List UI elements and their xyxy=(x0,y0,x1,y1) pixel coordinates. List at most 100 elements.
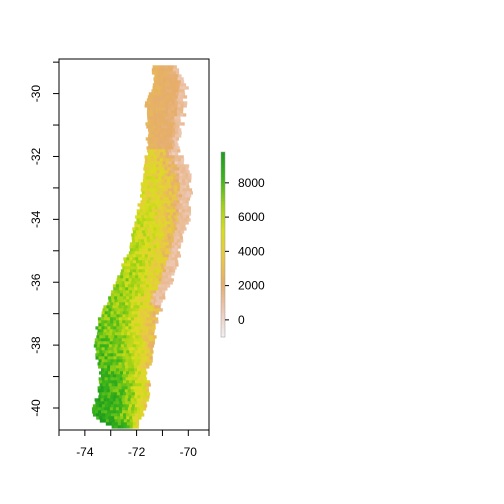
raster-cell xyxy=(132,299,136,303)
raster-cell xyxy=(129,254,133,258)
raster-cell xyxy=(178,209,182,213)
raster-cell xyxy=(126,296,130,300)
raster-cell xyxy=(159,227,163,231)
raster-cell xyxy=(99,371,103,375)
raster-cell xyxy=(150,296,154,300)
raster-cell xyxy=(111,371,115,375)
raster-cell xyxy=(138,350,142,354)
raster-cell xyxy=(146,302,150,306)
raster-cell xyxy=(125,326,129,330)
raster-cell xyxy=(175,260,179,264)
raster-cell xyxy=(180,80,185,84)
raster-cell xyxy=(168,248,173,252)
raster-cell xyxy=(121,263,125,267)
raster-cell xyxy=(165,245,169,249)
raster-cell xyxy=(143,368,147,372)
raster-cell xyxy=(153,185,157,189)
raster-cell xyxy=(100,329,104,333)
raster-cell xyxy=(138,299,142,303)
raster-cell xyxy=(173,236,177,240)
raster-cell xyxy=(165,248,170,252)
raster-cell xyxy=(132,296,136,300)
raster-cell xyxy=(165,191,169,195)
raster-cell xyxy=(150,104,154,108)
raster-cell xyxy=(159,149,163,153)
raster-cell xyxy=(163,152,167,156)
raster-cell xyxy=(157,101,161,105)
raster-cell xyxy=(117,308,121,312)
colorbar-swatch xyxy=(221,213,225,218)
raster-cell xyxy=(155,164,160,168)
raster-cell xyxy=(163,263,167,267)
raster-cell xyxy=(173,83,178,87)
raster-cell xyxy=(159,308,163,312)
raster-cell xyxy=(163,260,167,264)
colorbar-swatch xyxy=(221,263,225,267)
raster-cell xyxy=(117,422,122,426)
raster-cell xyxy=(105,335,109,339)
raster-cell xyxy=(150,248,155,252)
raster-cell xyxy=(132,308,136,312)
raster-cell xyxy=(163,71,168,75)
raster-cell xyxy=(177,215,181,219)
x-tick-label: -70 xyxy=(180,445,198,459)
raster-cell xyxy=(159,95,164,99)
raster-cell xyxy=(166,152,170,156)
raster-cell xyxy=(116,368,120,372)
raster-cell xyxy=(182,200,186,204)
raster-cell xyxy=(116,401,120,405)
raster-cell xyxy=(169,260,173,264)
raster-cell xyxy=(104,374,108,378)
y-tick-label: -38 xyxy=(29,336,43,354)
raster-cell xyxy=(173,203,177,207)
raster-cell xyxy=(166,137,170,141)
raster-cell xyxy=(121,407,126,411)
raster-cell xyxy=(116,314,120,318)
raster-cell xyxy=(107,359,111,363)
raster-cell xyxy=(166,212,171,216)
raster-cell xyxy=(148,212,153,216)
raster-cell xyxy=(140,251,145,255)
raster-cell xyxy=(129,344,134,348)
raster-cell xyxy=(150,299,154,303)
raster-cell xyxy=(182,86,186,90)
raster-cell xyxy=(104,365,108,369)
raster-cell xyxy=(134,404,139,408)
raster-cell xyxy=(166,206,170,210)
raster-cell xyxy=(158,146,162,150)
raster-cell xyxy=(128,320,132,324)
raster-cell xyxy=(124,332,128,336)
raster-cell xyxy=(140,221,144,225)
raster-cell xyxy=(119,323,123,327)
raster-cell xyxy=(146,236,150,240)
raster-cell xyxy=(153,77,157,81)
raster-cell xyxy=(105,344,110,348)
raster-cell xyxy=(156,227,160,231)
raster-cell xyxy=(131,314,135,318)
raster-cell xyxy=(123,422,128,426)
raster-cell xyxy=(146,311,150,315)
raster-cell xyxy=(174,119,178,123)
raster-cell xyxy=(100,332,104,336)
raster-cell xyxy=(159,104,163,108)
raster-cell xyxy=(97,332,101,336)
raster-cell xyxy=(153,170,157,174)
colorbar-swatch xyxy=(221,253,225,258)
raster-cell xyxy=(185,164,190,168)
raster-cell xyxy=(143,320,147,324)
raster-cell xyxy=(165,80,170,84)
raster-cell xyxy=(120,344,125,348)
raster-cell xyxy=(135,383,139,387)
raster-cell xyxy=(125,320,129,324)
raster-cell xyxy=(145,122,149,126)
raster-cell xyxy=(141,299,145,303)
raster-cell xyxy=(174,197,179,201)
raster-cell xyxy=(124,305,128,309)
raster-cell xyxy=(160,137,164,141)
raster-cell xyxy=(138,215,142,219)
raster-cell xyxy=(114,371,118,375)
raster-cell xyxy=(146,200,150,204)
raster-cell xyxy=(157,152,161,156)
raster-cell xyxy=(144,242,149,246)
raster-cell xyxy=(113,311,117,315)
